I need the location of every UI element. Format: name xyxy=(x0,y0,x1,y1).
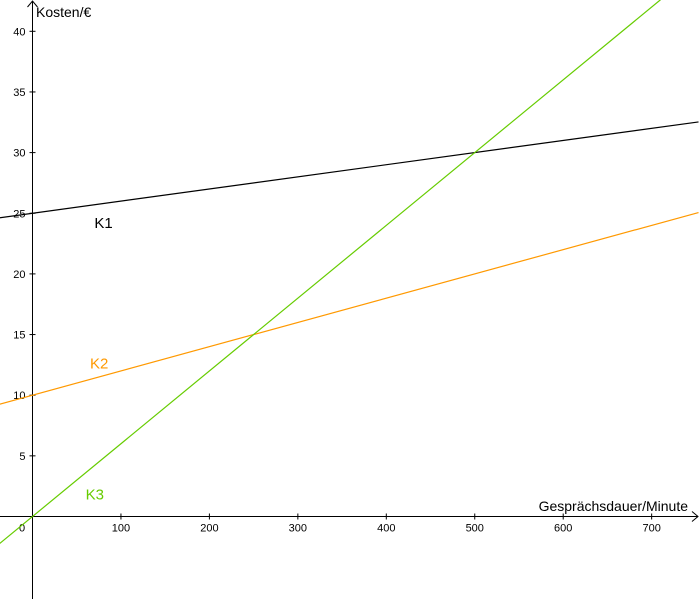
y-tick-label: 35 xyxy=(13,87,25,99)
y-tick-label: 20 xyxy=(13,269,25,281)
y-axis-arrow xyxy=(27,0,38,8)
y-tick-label: 5 xyxy=(19,451,25,463)
series-line-k2 xyxy=(0,211,699,405)
x-tick-label: 500 xyxy=(466,523,484,535)
y-tick-label: 30 xyxy=(13,148,25,160)
x-axis-label: Gesprächsdauer/Minute xyxy=(539,498,689,514)
y-axis-label: Kosten/€ xyxy=(36,4,91,20)
x-tick-label: 400 xyxy=(377,523,395,535)
y-tick-label: 25 xyxy=(13,208,25,220)
x-tick-label: 200 xyxy=(200,523,218,535)
series-line-k1 xyxy=(0,121,699,219)
x-tick-label: 600 xyxy=(554,523,572,535)
x-tick-label: 100 xyxy=(112,523,130,535)
series-lines xyxy=(0,0,699,544)
series-label-k1: K1 xyxy=(94,215,112,232)
labels: Kosten/€ Gesprächsdauer/Minute K1 K2 K3 xyxy=(36,4,688,514)
x-tick-label: 700 xyxy=(642,523,660,535)
series-label-k3: K3 xyxy=(86,487,104,504)
y-tick-label: 15 xyxy=(13,330,25,342)
series-label-k2: K2 xyxy=(90,356,108,373)
origin-tick-label: 0 xyxy=(19,523,25,535)
y-tick-label: 40 xyxy=(13,26,25,38)
series-line-k3 xyxy=(0,0,661,544)
x-tick-label: 300 xyxy=(289,523,307,535)
x-axis-arrow xyxy=(691,511,699,522)
